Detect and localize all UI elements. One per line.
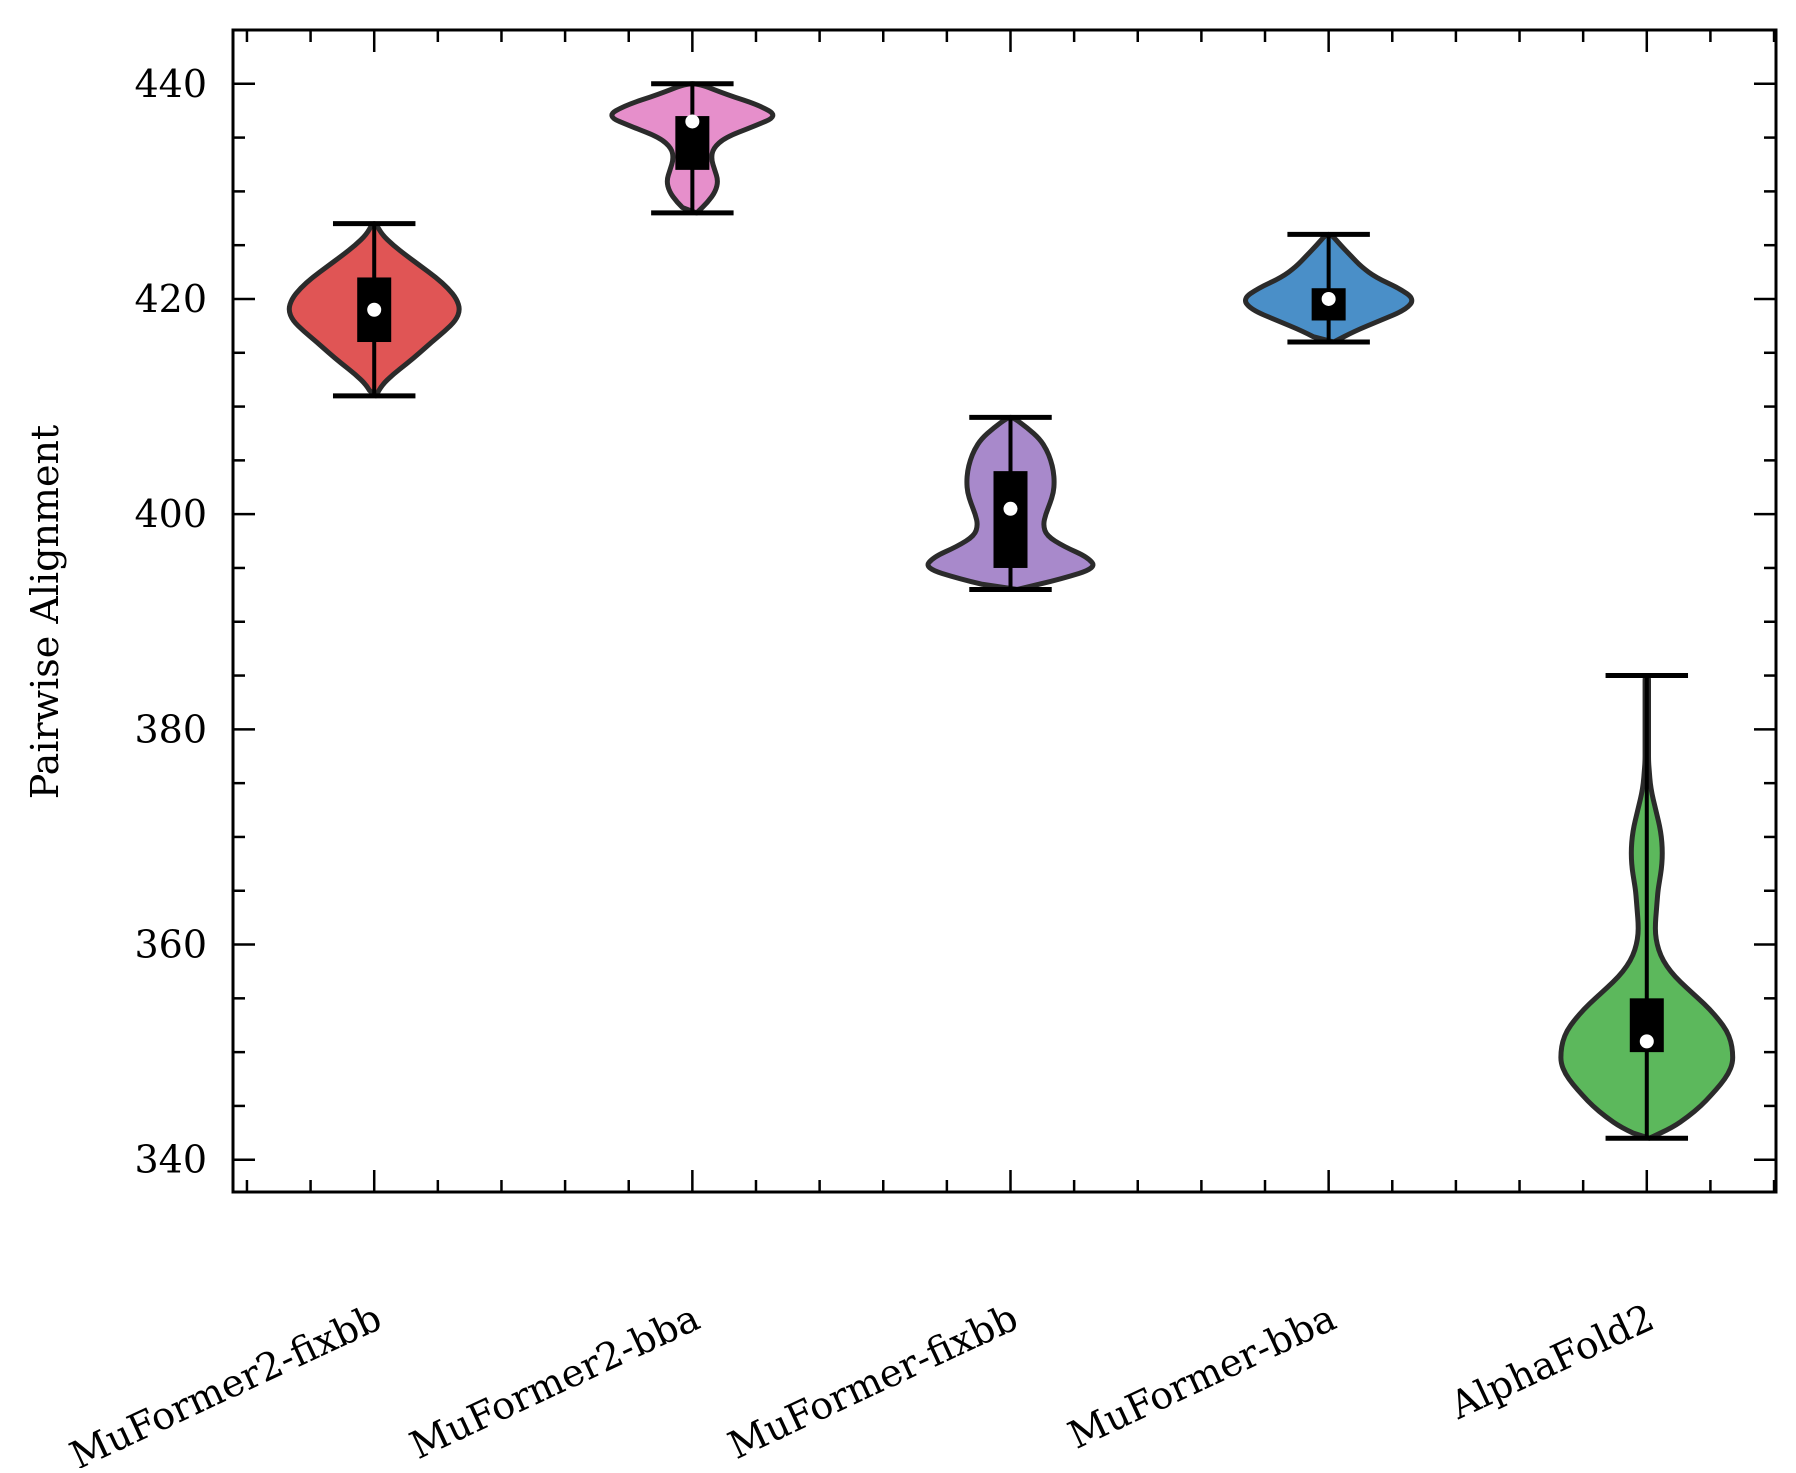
y-tick-label: 440 (134, 62, 207, 106)
y-tick-label: 420 (134, 277, 207, 321)
x-tick-label: AlphaFold2 (1443, 1295, 1661, 1428)
violin-median-dot (1321, 291, 1336, 306)
y-axis-label: Pairwise Alignment (23, 425, 67, 799)
plot-frame (231, 28, 1778, 1194)
violin-layer (286, 81, 1736, 1141)
violin-median-dot (367, 302, 382, 317)
y-tick-label: 340 (134, 1138, 207, 1182)
violin-median-dot (685, 114, 700, 129)
y-tick-label: 400 (134, 492, 207, 536)
violin-median-dot (1003, 501, 1018, 516)
x-tick-label: MuFormer-fixbb (721, 1295, 1024, 1467)
x-tick-label: MuFormer-bba (1061, 1295, 1342, 1457)
violin-median-dot (1639, 1034, 1654, 1049)
y-tick-label: 360 (134, 923, 207, 967)
violin-iqr-box (993, 471, 1028, 568)
tick-layer (233, 28, 1776, 1192)
x-tick-label: MuFormer2-bba (403, 1295, 706, 1467)
x-tick-label: MuFormer2-fixbb (63, 1295, 388, 1468)
y-tick-label: 380 (134, 707, 207, 751)
